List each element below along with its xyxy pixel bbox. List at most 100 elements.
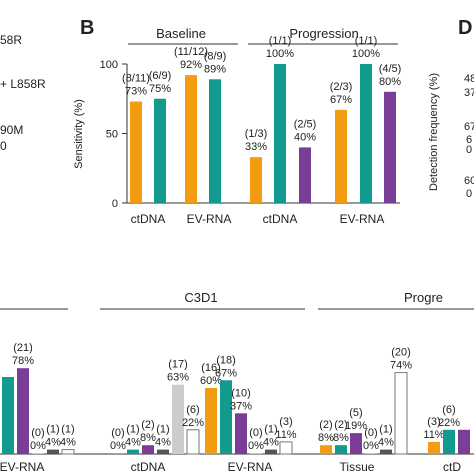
count-label: (1) [61,424,74,436]
data-label: 60% [200,375,222,387]
count-label: (16) [201,362,221,374]
data-label: 22% [438,417,460,429]
data-label: 40% [294,131,316,143]
data-label: 19% [345,420,367,432]
right-fragment: 60 [464,175,474,187]
right-fragment: 37 [464,87,474,99]
right-fragment: 48 [464,73,474,85]
data-label: 0% [110,440,126,452]
data-label: 8% [318,432,334,444]
count-label: (5) [349,407,362,419]
count-label: (1) [264,424,277,436]
count-label: (3) [427,416,440,428]
bar [17,368,29,454]
bar [360,64,372,203]
data-label: 100% [352,48,380,60]
bar [142,445,154,454]
bar [380,449,392,454]
count-label: (1/3) [245,128,268,140]
bar [186,429,200,455]
x-tick-label: ctDNA [131,212,166,226]
x-tick-label: ctDNA [263,212,298,226]
count-label: (2) [141,419,154,431]
panel-letter-b: B [80,17,94,39]
data-label: 4% [378,437,394,449]
count-label: (1) [156,424,169,436]
bar [365,453,377,454]
left-fragment: + L858R [0,77,46,91]
left-fragment: 58R [0,33,22,47]
bar [220,380,232,454]
bar [443,429,455,454]
count-label: (8/11) [122,73,150,85]
count-label: (0) [111,427,124,439]
count-label: (1) [126,424,139,436]
bar [335,445,347,454]
data-label: 22% [182,417,204,429]
data-label: 67% [330,94,352,106]
data-label: 4% [60,437,76,449]
bar [235,413,247,454]
bar [112,453,124,454]
data-label: 73% [125,86,147,98]
bottom-chart: 78%(21)0%(0)4%(1)4%(1)0%(0)4%(1)8%(2)4%(… [0,342,474,474]
bar [428,441,440,454]
data-label: 92% [180,59,202,71]
right-fragment: 6 [466,134,472,146]
bar [130,101,142,203]
right-fragment: 0 [466,188,472,200]
count-label: (11/12) [174,46,208,58]
count-label: (4/5) [379,63,402,75]
count-label: (3) [279,416,292,428]
bar [458,429,470,454]
bar [154,98,166,203]
data-label: 78% [12,355,34,367]
group-label-progression: Progression [289,26,358,41]
panel-b-ylabel: Sensitivity (%) [73,99,85,169]
count-label: (1) [46,424,59,436]
data-label: 67% [215,367,237,379]
bar [299,147,311,203]
left-fragment: 90M [0,123,23,137]
bar [61,449,75,455]
group-label-baseline: Baseline [156,26,206,41]
data-label: 63% [167,372,189,384]
count-label: (10) [231,387,251,399]
count-label: (6) [442,404,455,416]
count-label: (0) [249,427,262,439]
data-label: 4% [125,437,141,449]
bar [127,449,139,454]
count-label: (2/3) [330,81,353,93]
data-label: 11% [423,429,444,441]
count-label: (17) [168,359,188,371]
count-label: (2/5) [294,118,317,130]
count-label: (21) [13,342,33,354]
data-label: 4% [155,437,171,449]
bar [250,157,262,203]
data-label: 89% [204,63,226,75]
data-label: 11% [275,429,296,441]
count-label: (0) [364,427,377,439]
count-label: (2) [319,419,332,431]
data-label: 74% [390,360,412,372]
bar [250,453,262,454]
data-label: 0% [363,440,379,452]
count-label: (1/1) [355,35,378,47]
bottom-header-progression: Progre [404,290,443,305]
left-fragment: 0 [0,139,7,153]
data-label: 0% [30,440,46,452]
count-label: (1/1) [269,35,292,47]
y-tick-label: 0 [112,198,118,210]
count-label: (6/9) [149,70,172,82]
x-tick-label: EV-RNA [0,460,44,474]
bar [157,449,169,454]
data-label: 33% [245,141,267,153]
panel-b-chart: 0 50 100 73%(8/11)75%(6/9) 92%(11/12) 89%(8/9… [100,35,402,226]
right-fragment: 67 [464,121,474,133]
bar [265,449,277,454]
count-label: (8/9) [204,50,227,62]
y-tick-label: 100 [100,59,118,71]
bar [205,388,217,454]
count-label: (0) [31,427,44,439]
data-label: 100% [266,48,294,60]
